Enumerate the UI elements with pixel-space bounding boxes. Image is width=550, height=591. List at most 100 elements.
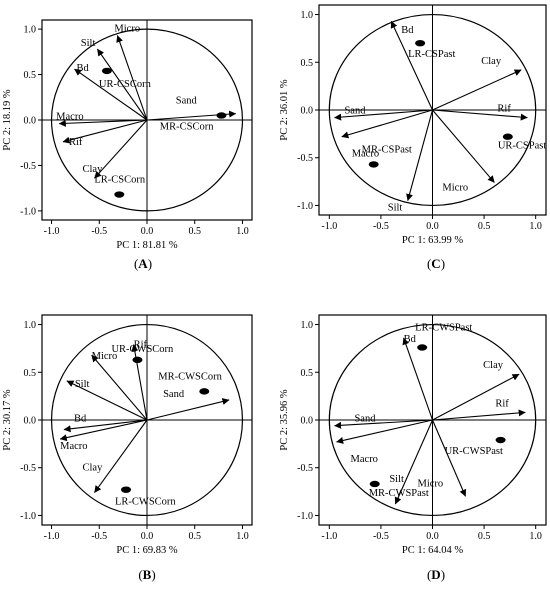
vector-label: Silt: [389, 474, 404, 485]
score-point-lr-cwscorn: [121, 486, 131, 493]
loading-vector-silt: [66, 380, 148, 421]
x-tick-label: -0.5: [373, 221, 389, 232]
loading-vector-rif: [432, 409, 526, 421]
loading-vector-bd: [390, 20, 433, 111]
x-tick-label: 0.5: [478, 531, 491, 542]
vector-label: Sand: [176, 96, 198, 107]
x-tick-label: 0.0: [141, 531, 154, 542]
score-point-label: MR-CWSCorn: [158, 371, 222, 382]
score-point-lr-cspast: [415, 39, 426, 47]
pca-panel-B: -1.0 -0.5 0.0 0.5 1.0 1.0 0.5 0.0 -0.5 -1.0 PC 1: …: [2, 314, 253, 582]
vector-label: Bd: [76, 63, 89, 74]
x-axis-label: PC 1: 81.81 %: [116, 240, 178, 251]
loading-vector-sand: [334, 109, 433, 121]
x-tick-label: -1.0: [321, 531, 337, 542]
vector-label: Clay: [483, 360, 504, 371]
score-point-ur-cwscorn: [132, 356, 143, 364]
loading-vector-macro: [336, 419, 433, 444]
y-tick-label: -1.0: [20, 511, 36, 522]
panel-caption: (D): [427, 567, 445, 582]
vector-label: Micro: [114, 23, 140, 34]
loading-vector-macro: [341, 109, 433, 139]
y-axis-label: PC 2: 35.96 %: [279, 389, 290, 451]
loading-vector-micro: [91, 354, 148, 421]
score-point-ur-cwspast: [495, 436, 506, 444]
y-tick-label: 1.0: [24, 25, 37, 36]
score-point-label: LR-CWSPast: [415, 322, 472, 333]
x-tick-label: 0.0: [426, 221, 439, 232]
loading-vector-clay: [94, 419, 148, 493]
y-tick-label: 1.0: [301, 10, 314, 21]
vector-label: Clay: [481, 56, 502, 67]
vector-label: Macro: [60, 441, 87, 452]
vector-label: Macro: [56, 112, 83, 123]
score-point-ur-cscorn: [101, 67, 112, 75]
vector-label: Bd: [404, 334, 417, 345]
loading-vector-sand: [334, 419, 433, 429]
y-tick-label: 0.0: [24, 416, 37, 427]
score-point-label: LR-CSCorn: [94, 175, 146, 186]
loading-vector-micro: [432, 109, 495, 183]
vector-label: Bd: [401, 25, 414, 36]
vector-label: Macro: [351, 454, 378, 465]
loading-vector-micro: [116, 35, 148, 121]
score-point-mr-cwscorn: [199, 388, 210, 395]
loading-vector-silt: [406, 109, 434, 202]
vector-label: Micro: [92, 351, 118, 362]
vector-label: Silt: [75, 379, 90, 390]
x-axis-label: PC 1: 64.04 %: [402, 545, 464, 556]
score-point-mr-cscorn: [216, 112, 227, 119]
score-point-mr-cspast: [368, 161, 379, 168]
x-tick-label: -0.5: [91, 531, 107, 542]
y-tick-label: -1.0: [297, 201, 313, 212]
loading-vector-bd: [63, 419, 148, 433]
y-tick-label: -1.0: [20, 206, 36, 217]
loading-vector-rif: [62, 119, 148, 144]
y-tick-label: -0.5: [20, 161, 36, 172]
loading-vector-macro: [59, 419, 148, 442]
y-tick-label: -0.5: [297, 153, 313, 164]
y-axis-label: PC 2: 18.19 %: [2, 89, 13, 151]
score-point-mr-cwspast: [369, 480, 380, 488]
vector-label: Rif: [69, 137, 83, 148]
vector-label: Macro: [352, 149, 379, 160]
panel-caption: (A): [134, 256, 152, 271]
loading-vector-macro: [58, 119, 148, 127]
y-tick-label: 0.0: [24, 116, 37, 127]
score-point-label: LR-CSPast: [408, 49, 455, 60]
loading-vector-micro: [431, 419, 467, 497]
x-tick-label: 1.0: [236, 531, 249, 542]
x-tick-label: 0.5: [478, 221, 491, 232]
score-point-label: MR-CWSPast: [369, 488, 429, 499]
score-point-label: MR-CSCorn: [160, 121, 214, 132]
y-tick-label: 0.5: [24, 368, 37, 379]
vector-label: Clay: [83, 164, 104, 175]
y-tick-label: -0.5: [297, 463, 313, 474]
y-tick-label: 0.0: [301, 416, 314, 427]
y-tick-label: 1.0: [24, 320, 37, 331]
vector-label: Sand: [354, 414, 376, 425]
vector-label: Rif: [134, 340, 148, 351]
score-point-label: UR-CWSCorn: [111, 344, 174, 355]
score-point-label: LR-CWSCorn: [115, 497, 176, 508]
pca-panel-A: -1.0 -0.5 0.0 0.5 1.0 1.0 0.5 0.0 -0.5 -1.0 PC 1: …: [2, 19, 253, 271]
x-tick-label: -0.5: [91, 226, 107, 237]
loading-vector-rif: [432, 109, 528, 121]
vector-label: Micro: [418, 478, 444, 489]
vector-label: Micro: [442, 183, 468, 194]
y-tick-label: 0.5: [301, 368, 314, 379]
x-tick-label: -1.0: [321, 221, 337, 232]
loading-vector-clay: [432, 69, 522, 111]
vector-label: Clay: [83, 463, 104, 474]
x-axis-label: PC 1: 69.83 %: [116, 545, 178, 556]
x-tick-label: 1.0: [236, 226, 249, 237]
vector-label: Sand: [344, 106, 366, 117]
pca-panel-D: -1.0 -0.5 0.0 0.5 1.0 1.0 0.5 0.0 -0.5 -1.0 PC 1: …: [279, 314, 547, 582]
x-tick-label: 0.5: [188, 226, 201, 237]
y-axis-label: PC 2: 36.01 %: [279, 79, 290, 141]
loading-vector-rif: [131, 344, 148, 421]
x-axis-label: PC 1: 63.99 %: [402, 235, 464, 246]
loading-vector-clay: [94, 119, 148, 179]
loading-vector-bd: [74, 68, 148, 121]
